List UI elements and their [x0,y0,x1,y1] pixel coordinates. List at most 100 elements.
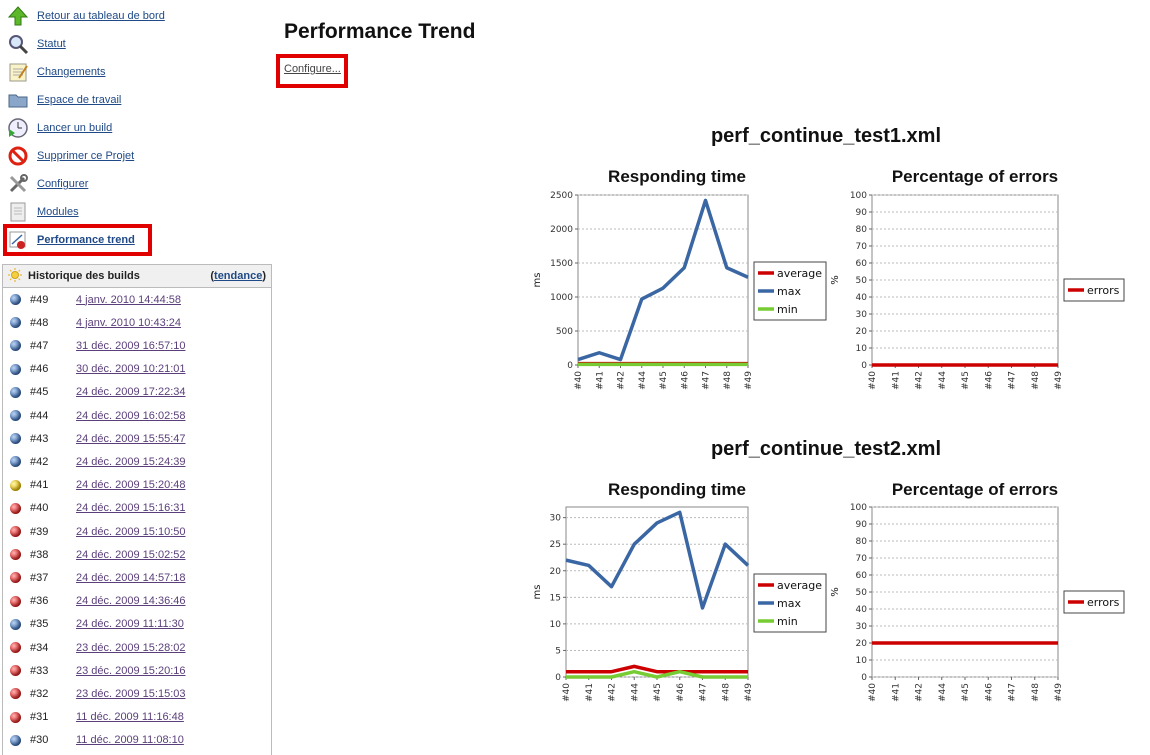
sidebar-item-label[interactable]: Lancer un build [37,122,113,134]
build-date-link[interactable]: 23 déc. 2009 15:15:03 [76,687,186,700]
build-date-link[interactable]: 11 déc. 2009 11:16:48 [76,711,184,724]
y-tick-label: 1500 [550,259,573,269]
build-number: #36 [30,595,49,608]
sidebar-item-workspace[interactable]: Espace de travail [6,86,276,114]
sidebar-item-label[interactable]: Modules [37,206,79,218]
build-date-link[interactable]: 24 déc. 2009 15:10:50 [76,525,186,538]
build-date-link[interactable]: 24 déc. 2009 16:02:58 [76,409,186,422]
y-tick-label: 500 [556,327,573,337]
build-row: #31 11 déc. 2009 11:16:48 [3,706,271,729]
x-tick-label: #40 [868,683,878,702]
file-title-test1: perf_continue_test1.xml [710,125,942,147]
series-line-average [566,664,748,674]
y-tick-label: 70 [856,554,868,564]
build-row: #37 24 déc. 2009 14:57:18 [3,566,271,589]
build-number: #30 [30,734,49,747]
build-row: #41 24 déc. 2009 15:20:48 [3,474,271,497]
build-date-link[interactable]: 24 déc. 2009 15:16:31 [76,502,186,515]
sidebar-item-performance-trend[interactable]: Performance trend [6,226,276,254]
build-date-link[interactable]: 24 déc. 2009 15:24:39 [76,455,186,468]
build-row: #44 24 déc. 2009 16:02:58 [3,404,271,427]
y-tick-label: 100 [850,191,867,201]
build-row: #36 24 déc. 2009 14:36:46 [3,590,271,613]
clock-play-icon [6,116,30,140]
build-date-link[interactable]: 24 déc. 2009 17:22:34 [76,386,186,399]
build-date-link[interactable]: 23 déc. 2009 15:28:02 [76,641,186,654]
build-date-link[interactable]: 24 déc. 2009 14:57:18 [76,571,186,584]
build-row: #38 24 déc. 2009 15:02:52 [3,543,271,566]
build-date-link[interactable]: 24 déc. 2009 14:36:46 [76,595,186,608]
sidebar-item-changes[interactable]: Changements [6,58,276,86]
x-tick-label: #42 [915,371,925,390]
sidebar-item-label[interactable]: Supprimer ce Projet [37,150,135,162]
build-date-link[interactable]: 30 déc. 2009 10:21:01 [76,363,186,376]
sidebar-item-label[interactable]: Configurer [37,178,89,190]
sidebar-item-label[interactable]: Changements [37,66,106,78]
x-tick-label: #41 [891,371,901,390]
x-tick-label: #41 [891,683,901,702]
sidebar-item-dashboard[interactable]: Retour au tableau de bord [6,2,276,30]
y-tick-label: 90 [856,520,868,530]
build-number: #35 [30,618,49,631]
configure-link[interactable]: Configure... [284,63,341,75]
build-date-link[interactable]: 31 déc. 2009 16:57:10 [76,339,186,352]
sidebar-item-delete-project[interactable]: Supprimer ce Projet [6,142,276,170]
sidebar-item-label[interactable]: Retour au tableau de bord [37,10,165,22]
sidebar-item-status[interactable]: Statut [6,30,276,58]
build-number: #49 [30,293,49,306]
legend-label: errors [1087,284,1120,297]
x-tick-label: #49 [1054,683,1064,702]
notepad-icon [6,60,30,84]
y-tick-label: 70 [856,242,868,252]
build-date-link[interactable]: 24 déc. 2009 15:20:48 [76,479,186,492]
build-number: #47 [30,339,49,352]
build-history-header: Historique des builds (tendance) [3,265,271,288]
build-row: #40 24 déc. 2009 15:16:31 [3,497,271,520]
sidebar-item-build-now[interactable]: Lancer un build [6,114,276,142]
build-status-red-icon [10,665,21,677]
build-status-blue-icon [10,294,21,305]
y-tick-label: 1000 [550,293,573,303]
x-tick-label: #48 [721,683,731,702]
chart-errors-test1: 0 10 20 30 40 50 60 70 80 90 100 #40 #41 #42 #44 #45 #46… [830,191,1125,390]
build-date-link[interactable]: 24 déc. 2009 11:11:30 [76,618,184,631]
x-tick-label: #48 [723,371,733,390]
sidebar-item-label[interactable]: Statut [37,38,66,50]
highlight-configure [276,54,348,88]
y-axis-label: % [830,587,841,597]
trend-link[interactable]: tendance [214,270,263,282]
legend-label: max [777,285,801,298]
plot-area [565,506,749,678]
sidebar-item-label[interactable]: Espace de travail [37,94,122,106]
y-tick-label: 40 [856,605,868,615]
sidebar-item-label[interactable]: Performance trend [37,234,135,246]
build-status-yellow-icon [10,479,21,491]
sidebar-item-configure[interactable]: Configurer [6,170,276,198]
build-date-link[interactable]: 24 déc. 2009 15:55:47 [76,432,186,445]
series-line-max [565,510,750,610]
y-axis-label: % [830,275,841,285]
build-row: #39 24 déc. 2009 15:10:50 [3,520,271,543]
build-status-blue-icon [10,410,21,421]
x-tick-label: #44 [630,683,640,702]
x-tick-label: #45 [653,683,663,702]
build-date-link[interactable]: 4 janv. 2010 14:44:58 [76,293,181,306]
sidebar-item-modules[interactable]: Modules [6,198,276,226]
chart-responding-time-test2: 0 5 10 15 20 25 30 #40 #41 #42 #44 #45 #46 #47 #48 #49 m… [532,506,827,702]
build-row: #48 4 janv. 2010 10:43:24 [3,311,271,334]
build-date-link[interactable]: 11 déc. 2009 11:08:10 [76,734,184,747]
build-date-link[interactable]: 24 déc. 2009 15:02:52 [76,548,186,561]
build-date-link[interactable]: 23 déc. 2009 15:20:16 [76,664,186,677]
legend-label: average [777,267,822,280]
build-number: #45 [30,386,49,399]
build-status-blue-icon [10,340,21,352]
tools-icon [6,172,30,196]
chart-title: Responding time [608,167,746,186]
build-history-panel: Historique des builds (tendance) #49 4 ja… [2,264,272,755]
build-row: #49 4 janv. 2010 14:44:58 [3,288,271,311]
build-date-link[interactable]: 4 janv. 2010 10:43:24 [76,316,181,329]
build-status-blue-icon [10,386,21,398]
x-tick-label: #42 [617,371,627,390]
x-tick-label: #44 [938,683,948,702]
x-tick-label: #49 [744,371,754,390]
